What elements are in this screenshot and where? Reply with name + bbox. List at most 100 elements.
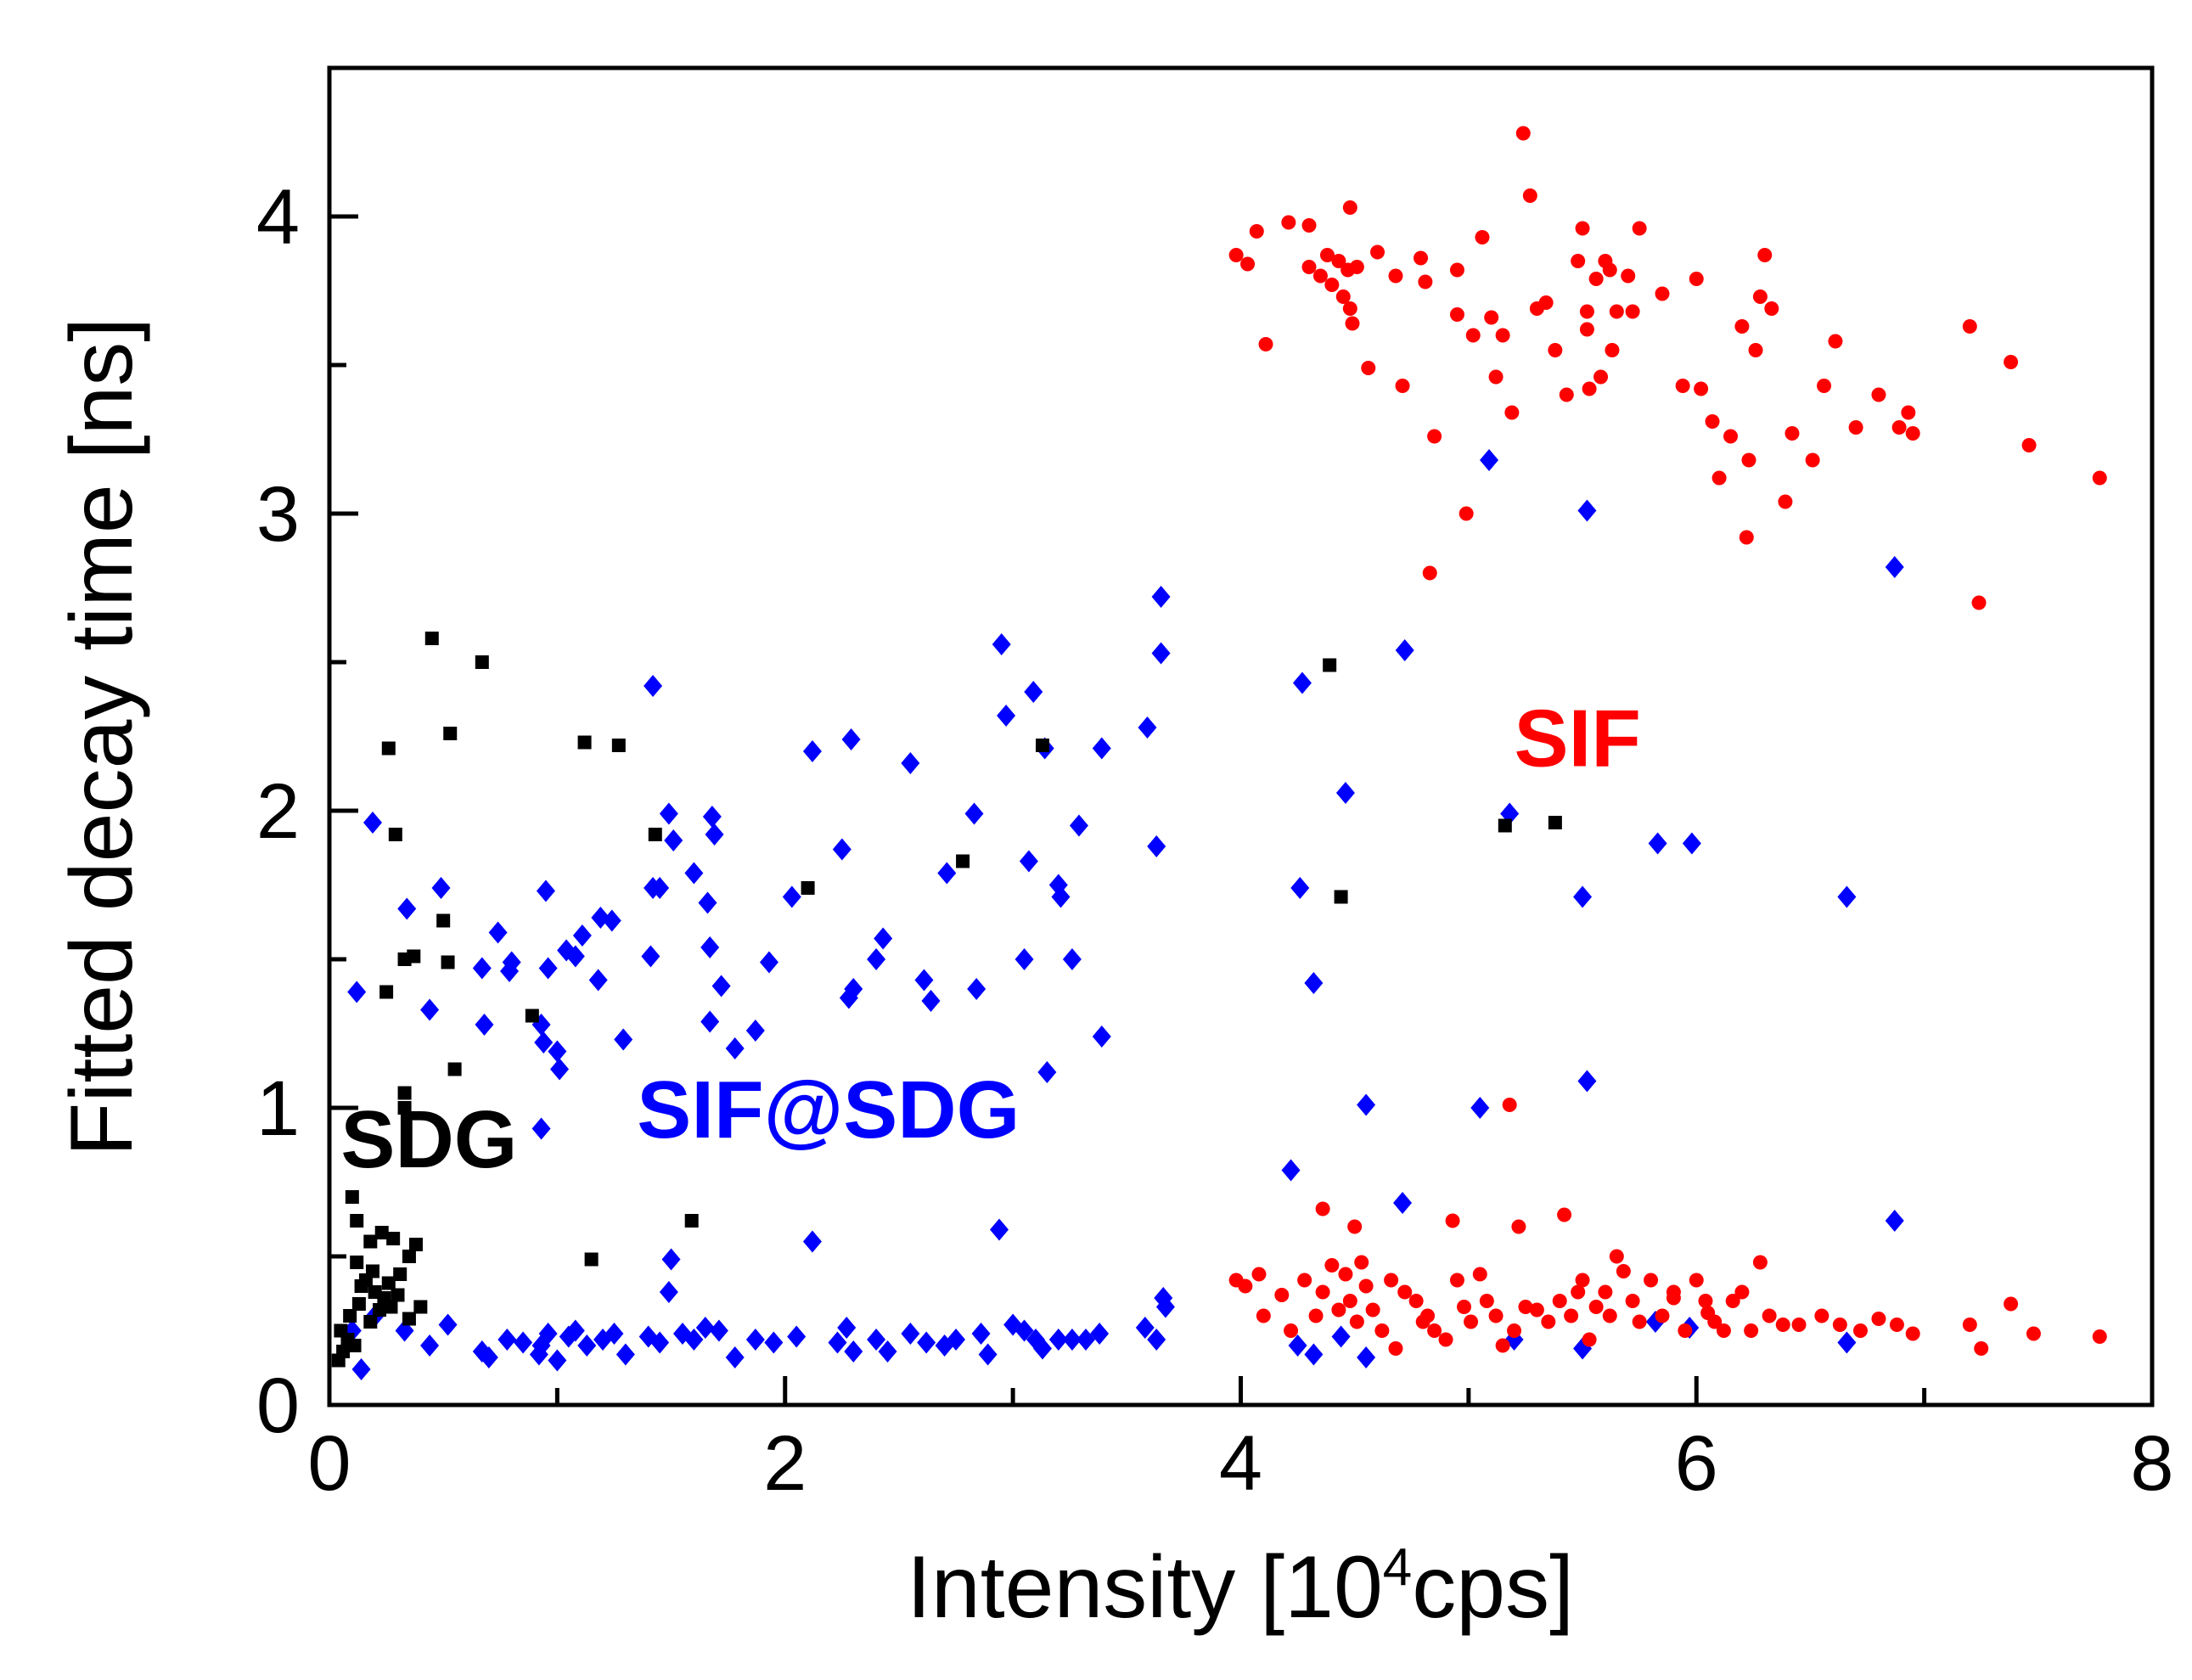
data-point	[1616, 1264, 1631, 1278]
data-point	[397, 897, 417, 920]
data-point	[350, 1256, 364, 1269]
data-point	[1228, 248, 1244, 262]
data-point	[997, 705, 1016, 727]
data-point	[1741, 452, 1756, 468]
data-point	[1408, 1294, 1424, 1308]
data-point	[413, 1300, 428, 1314]
data-point	[1495, 328, 1510, 343]
data-point	[1757, 248, 1773, 262]
data-point	[1135, 1317, 1155, 1339]
data-point	[878, 1340, 897, 1363]
data-point	[1573, 885, 1593, 908]
x-tick-label: 8	[2130, 1420, 2173, 1507]
data-point	[1625, 1294, 1640, 1308]
data-point	[844, 1340, 863, 1363]
data-point	[1832, 1318, 1847, 1332]
data-point	[1648, 832, 1667, 855]
data-point	[1889, 1318, 1904, 1332]
data-point	[1256, 1308, 1271, 1323]
data-point	[584, 1252, 599, 1267]
data-point	[1037, 1061, 1057, 1083]
data-point	[801, 881, 815, 895]
data-point	[331, 1353, 346, 1368]
data-point	[1598, 1284, 1613, 1300]
data-point	[441, 955, 455, 969]
data-point	[550, 1058, 570, 1081]
data-point	[1347, 1219, 1363, 1234]
data-point	[1711, 470, 1727, 486]
y-tick-label: 0	[256, 1363, 300, 1449]
data-point	[615, 1343, 635, 1366]
data-point	[2026, 1326, 2041, 1341]
data-point	[1069, 814, 1088, 837]
data-point	[914, 969, 934, 992]
data-point	[917, 1331, 936, 1354]
data-point	[1240, 256, 1256, 272]
data-point	[1284, 1323, 1299, 1338]
data-point	[764, 1331, 784, 1354]
data-point	[1698, 1294, 1713, 1308]
data-point	[1700, 1306, 1716, 1320]
data-point	[397, 1101, 412, 1115]
data-point	[901, 752, 920, 774]
data-point	[1515, 126, 1531, 141]
data-point	[1358, 1278, 1374, 1294]
data-point	[1518, 1300, 1533, 1314]
data-point	[534, 1031, 554, 1054]
data-point	[837, 1317, 857, 1339]
data-point	[420, 998, 440, 1021]
data-point	[1655, 1308, 1670, 1323]
data-point	[1308, 1308, 1324, 1323]
data-point	[1675, 379, 1690, 393]
data-point	[1588, 272, 1604, 286]
data-point	[1338, 1267, 1353, 1282]
data-point	[391, 1288, 405, 1302]
data-point	[921, 990, 941, 1012]
data-point	[1752, 1255, 1768, 1270]
data-point	[1345, 316, 1360, 331]
data-point	[1775, 1318, 1790, 1332]
data-point	[538, 1323, 558, 1345]
data-point	[992, 633, 1011, 655]
data-point	[1764, 301, 1779, 316]
data-point	[1331, 1302, 1346, 1318]
data-point	[438, 1313, 458, 1336]
data-point	[661, 1248, 681, 1271]
data-point	[1498, 818, 1512, 833]
data-point	[1655, 286, 1670, 301]
data-point	[1076, 1329, 1096, 1351]
data-point	[1334, 890, 1348, 904]
data-point	[1571, 1284, 1586, 1300]
data-point	[1689, 1273, 1704, 1288]
data-point	[351, 1297, 366, 1311]
data-point	[967, 978, 986, 1000]
data-point	[702, 806, 722, 828]
data-point	[1438, 1332, 1453, 1347]
data-point	[472, 957, 492, 980]
data-point	[1470, 1097, 1490, 1119]
series-sdg	[331, 632, 1562, 1368]
data-point	[709, 1319, 728, 1342]
data-point	[1301, 260, 1317, 274]
data-point	[1292, 671, 1312, 694]
data-point	[1666, 1290, 1681, 1306]
data-point	[1418, 274, 1433, 289]
data-point	[684, 1329, 704, 1351]
data-point	[363, 812, 382, 834]
data-point	[1342, 301, 1357, 316]
data-point	[745, 1329, 765, 1351]
data-point	[1324, 278, 1340, 292]
data-point	[2021, 438, 2037, 452]
data-point	[2004, 355, 2019, 369]
data-point	[1472, 1267, 1487, 1282]
data-point	[1579, 304, 1594, 319]
data-point	[1752, 289, 1768, 304]
data-point	[1837, 1331, 1857, 1354]
data-point	[577, 735, 592, 750]
data-point	[1324, 1258, 1340, 1273]
data-point	[759, 951, 778, 974]
data-point	[1791, 1318, 1807, 1332]
data-point	[1092, 1025, 1111, 1048]
data-point	[436, 913, 451, 928]
data-point	[867, 948, 886, 970]
